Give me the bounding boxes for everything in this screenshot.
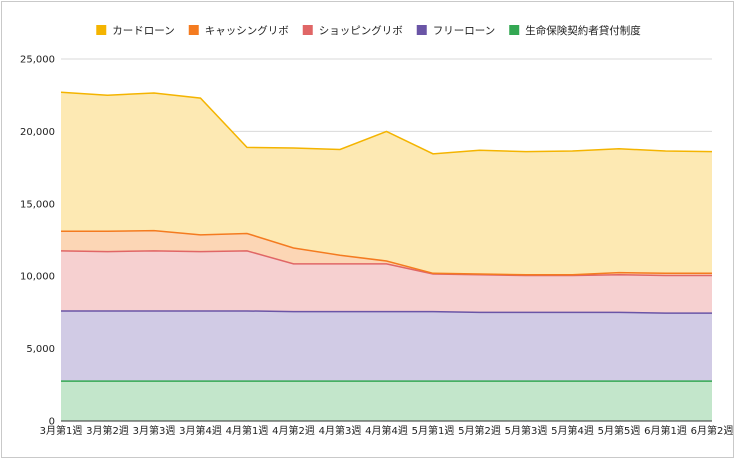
area-生命保険契約者貸付制度 — [61, 381, 712, 421]
legend-swatch — [509, 25, 520, 35]
x-axis-ticks: 3月第1週 3月第2週 3月第3週 3月第4週 4月第1週 4月第2週 4月第3週 4月第4週… — [40, 424, 734, 437]
y-tick-label: 5,000 — [26, 344, 55, 355]
x-tick-label: 4月第1週 — [226, 424, 269, 437]
x-tick-label: 3月第2週 — [86, 424, 129, 437]
x-tick-label: 4月第2週 — [272, 424, 315, 437]
legend-swatch — [96, 25, 107, 35]
x-tick-label: 5月第2週 — [458, 424, 501, 437]
legend-swatch — [188, 25, 199, 35]
x-tick-label: 5月第4週 — [551, 424, 594, 437]
area-layers — [61, 92, 712, 421]
legend-label: フリーローン — [433, 25, 495, 37]
area-カードローン — [61, 92, 712, 275]
x-tick-label: 3月第3週 — [133, 424, 176, 437]
legend-item: キャッシングリボ — [188, 24, 289, 37]
series-line-ショッピングリボ — [60, 250, 712, 277]
legend-item: 生命保険契約者貸付制度 — [509, 24, 641, 37]
legend-swatch — [302, 25, 313, 35]
legend-item: ショッピングリボ — [302, 24, 403, 37]
y-tick-label: 15,000 — [20, 199, 55, 210]
x-tick-label: 6月第1週 — [644, 424, 687, 437]
legend-label: 生命保険契約者貸付制度 — [525, 24, 641, 37]
series-line-フリーローン — [61, 310, 712, 314]
x-tick-label: 3月第4週 — [179, 424, 222, 437]
y-tick-label: 20,000 — [20, 127, 55, 138]
legend-swatch — [416, 25, 427, 35]
series-lines — [60, 91, 713, 382]
legend-item: カードローン — [96, 25, 175, 37]
legend: カードローン キャッシングリボ ショッピングリボ フリーローン 生命保険契約者貸付制度 — [96, 24, 641, 37]
x-tick-label: 3月第1週 — [40, 424, 83, 437]
y-tick-label: 25,000 — [20, 55, 55, 66]
series-line-カードローン — [60, 91, 713, 155]
legend-label: カードローン — [112, 25, 174, 37]
y-tick-label: 10,000 — [20, 272, 55, 283]
x-tick-label: 6月第2週 — [691, 424, 734, 437]
x-tick-label: 5月第3週 — [505, 424, 548, 437]
x-tick-label: 5月第1週 — [412, 424, 455, 437]
area-フリーローン — [61, 310, 712, 382]
series-line-キャッシングリボ — [61, 229, 712, 276]
area-ショッピングリボ — [61, 250, 712, 314]
legend-label: ショッピングリボ — [319, 24, 403, 37]
legend-label: キャッシングリボ — [205, 24, 289, 37]
x-tick-label: 5月第5週 — [598, 424, 641, 437]
legend-item: フリーローン — [416, 25, 495, 37]
y-axis-ticks: 0 5,000 10,000 15,000 20,000 25,000 — [20, 55, 55, 428]
area-キャッシングリボ — [61, 230, 712, 276]
y-tick-label: 0 — [49, 417, 55, 428]
x-tick-label: 4月第4週 — [365, 424, 408, 437]
x-tick-label: 4月第3週 — [319, 424, 362, 437]
